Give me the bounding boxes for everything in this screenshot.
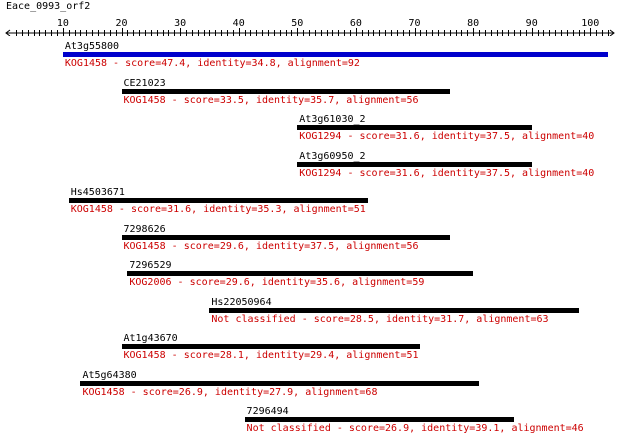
hit-name[interactable]: At3g60950_2 <box>299 150 366 162</box>
hit-name[interactable]: At3g61030_2 <box>299 114 366 125</box>
hit-alignment-bar[interactable] <box>121 88 450 94</box>
hit-description[interactable]: KOG1458 - score=31.6, identity=35.3, ali… <box>70 204 366 215</box>
hit-description[interactable]: KOG1458 - score=47.4, identity=34.8, ali… <box>64 58 360 69</box>
hit-description[interactable]: KOG1458 - score=29.6, identity=37.5, ali… <box>123 240 419 252</box>
ruler-right-arrow <box>609 29 615 36</box>
hit-description[interactable]: KOG1458 - score=28.1, identity=29.4, ali… <box>123 350 419 361</box>
hit-name[interactable]: At3g55800 <box>64 41 120 52</box>
hit-description[interactable]: KOG1294 - score=31.6, identity=37.5, ali… <box>299 167 595 179</box>
ruler-tick-label: 40 <box>233 18 245 29</box>
hit-alignment-bar[interactable] <box>62 52 608 57</box>
hit-name[interactable]: At5g64380 <box>82 369 137 381</box>
hit-name[interactable]: 7296529 <box>129 260 172 271</box>
hit-name[interactable]: CE21023 <box>123 77 166 89</box>
ruler-tick-label: 50 <box>291 18 303 29</box>
hit-alignment-bar[interactable] <box>209 307 579 313</box>
hit-alignment-bar[interactable] <box>121 234 450 240</box>
hit-description[interactable]: KOG1458 - score=33.5, identity=35.7, ali… <box>123 94 419 106</box>
hit-alignment-bar[interactable] <box>127 271 474 276</box>
hit-description[interactable]: KOG2006 - score=29.6, identity=35.6, ali… <box>129 277 425 288</box>
ruler-tick-label: 80 <box>467 18 479 29</box>
hit-name[interactable]: Hs4503671 <box>70 187 125 198</box>
query-title: Eace_0993_orf2 <box>6 1 91 12</box>
hit-name[interactable]: 7298626 <box>123 223 166 235</box>
ruler-tick-label: 60 <box>350 18 362 29</box>
hit-alignment-bar[interactable] <box>244 417 515 422</box>
hit-name[interactable]: Hs22050964 <box>211 296 272 308</box>
ruler-tick-label: 100 <box>581 18 599 29</box>
hit-description[interactable]: KOG1294 - score=31.6, identity=37.5, ali… <box>299 131 595 142</box>
position-ruler: 10 20 30 40 50 60 70 80 90 100 <box>5 18 615 36</box>
ruler-tick-label: 90 <box>526 18 538 29</box>
hit-alignment-bar[interactable] <box>68 198 368 203</box>
hit-alignment-bar[interactable] <box>297 161 532 167</box>
hit-alignment-bar[interactable] <box>297 125 532 130</box>
hit-description[interactable]: Not classified - score=26.9, identity=39… <box>246 423 584 434</box>
ruler-tick-label: 20 <box>115 18 127 29</box>
ruler-tick-label: 70 <box>408 18 420 29</box>
ruler-tick-label: 10 <box>57 18 69 29</box>
hit-name[interactable]: 7296494 <box>246 406 289 417</box>
hit-alignment-bar[interactable] <box>80 380 479 386</box>
ruler-left-arrow <box>5 29 11 36</box>
hit-name[interactable]: At1g43670 <box>123 333 178 344</box>
hit-alignment-bar[interactable] <box>121 344 421 349</box>
hit-description[interactable]: KOG1458 - score=26.9, identity=27.9, ali… <box>82 386 378 398</box>
ruler-tick-label: 30 <box>174 18 186 29</box>
hit-description[interactable]: Not classified - score=28.5, identity=31… <box>211 313 549 325</box>
